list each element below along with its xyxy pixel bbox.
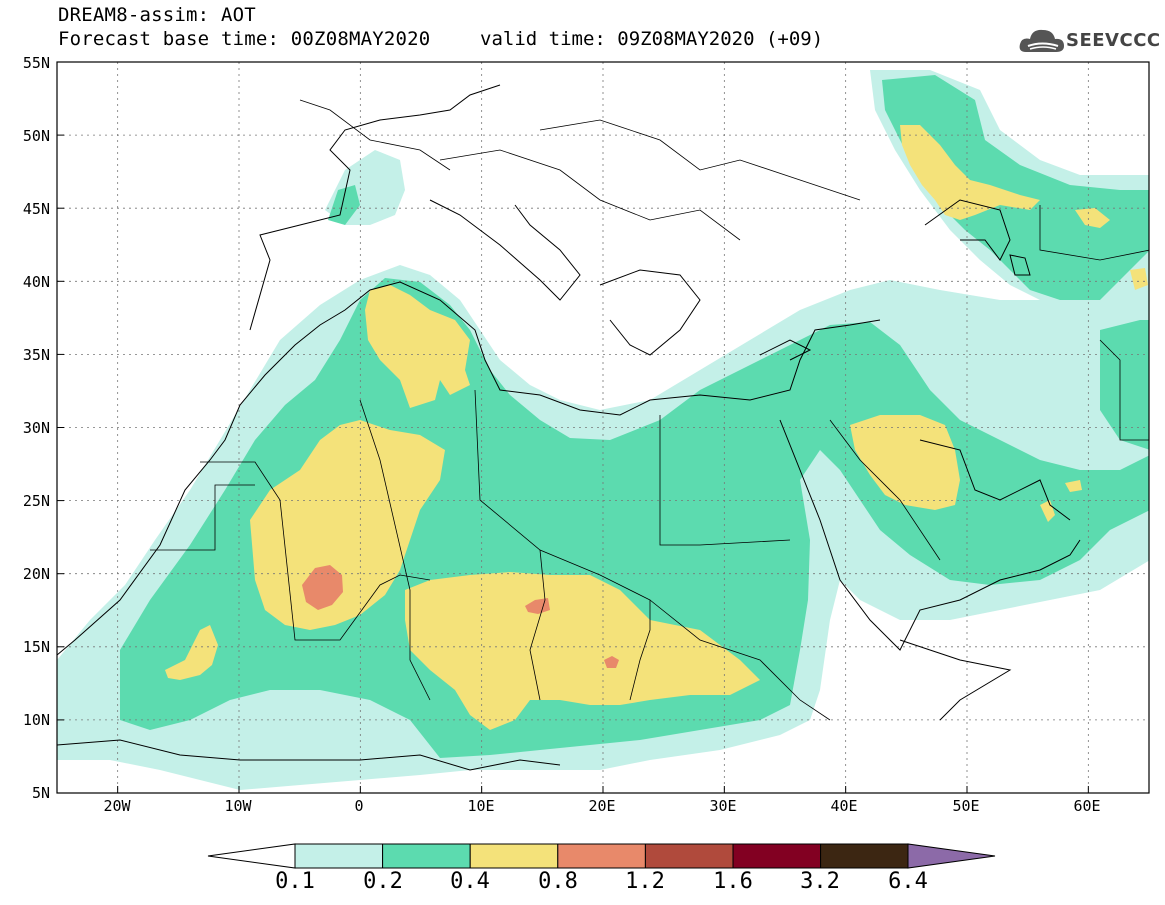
lon-label-60e: 60E (1073, 797, 1101, 815)
cloud-logo-icon (1019, 29, 1064, 52)
lat-label-5n: 5N (31, 784, 50, 802)
lat-label-10n: 10N (22, 711, 50, 729)
lon-label-40e: 40E (830, 797, 858, 815)
coastlines (57, 84, 1081, 771)
lon-label-10e: 10E (467, 797, 495, 815)
colorbar-label-0.2: 0.2 (363, 869, 403, 894)
lat-label-35n: 35N (22, 346, 50, 364)
colorbar-label-1.6: 1.6 (713, 869, 753, 894)
lon-label-50e: 50E (952, 797, 980, 815)
logo-text: SEEVCCC (1066, 30, 1161, 51)
colorbar-label-0.1: 0.1 (275, 869, 315, 894)
lat-label-25n: 25N (22, 492, 50, 510)
colorbar-label-1.2: 1.2 (625, 869, 665, 894)
aot-level-0.4 (165, 125, 1148, 730)
colorbar-label-0.4: 0.4 (450, 869, 490, 894)
lat-label-20n: 20N (22, 565, 50, 583)
lon-label-0: 0 (354, 797, 364, 815)
map-title: DREAM8-assim: AOT (58, 4, 256, 26)
lon-label-20e: 20E (588, 797, 616, 815)
valid-time: valid time: 09Z08MAY2020 (+09) (480, 28, 824, 50)
lat-label-55n: 55N (22, 54, 50, 72)
colorbar-label-3.2: 3.2 (800, 869, 840, 894)
country-borders (150, 99, 1149, 721)
lat-label-15n: 15N (22, 638, 50, 656)
lat-label-50n: 50N (22, 127, 50, 145)
seevccc-logo: SEEVCCC (1018, 24, 1161, 58)
lat-label-40n: 40N (22, 273, 50, 291)
lon-label-30e: 30E (709, 797, 737, 815)
axis-ticks (57, 61, 1089, 794)
lon-label-10w: 10W (224, 797, 252, 815)
colorbar-label-0.8: 0.8 (538, 869, 578, 894)
aot-level-0.8 (302, 565, 619, 668)
lat-lon-grid (57, 62, 1149, 793)
lat-label-45n: 45N (22, 200, 50, 218)
colorbar-label-6.4: 6.4 (888, 869, 928, 894)
forecast-base-time: Forecast base time: 00Z08MAY2020 (58, 28, 431, 50)
lat-label-30n: 30N (22, 419, 50, 437)
lon-label-20w: 20W (103, 797, 131, 815)
